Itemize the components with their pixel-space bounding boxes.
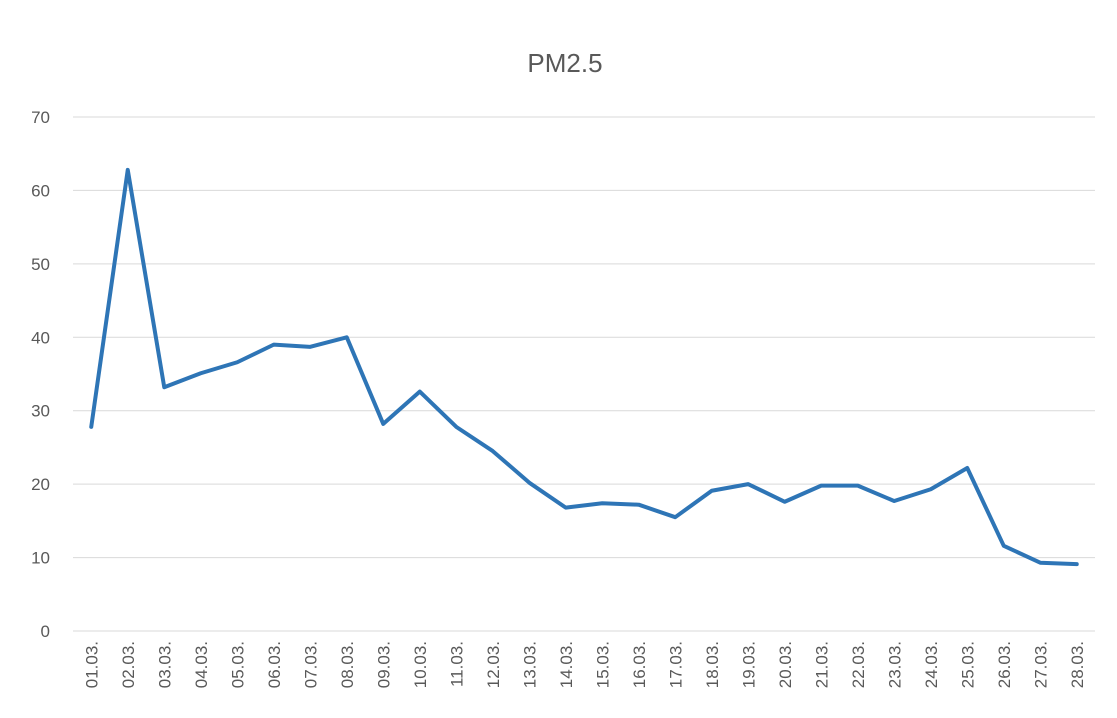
x-tick-label: 07.03. — [301, 641, 320, 688]
x-tick-label: 16.03. — [630, 641, 649, 688]
x-tick-label: 05.03. — [228, 641, 247, 688]
y-tick-label: 50 — [31, 255, 50, 274]
x-tick-label: 24.03. — [922, 641, 941, 688]
x-tick-label: 17.03. — [666, 641, 685, 688]
x-tick-label: 04.03. — [192, 641, 211, 688]
x-tick-label: 28.03. — [1068, 641, 1087, 688]
x-tick-label: 01.03. — [82, 641, 101, 688]
x-tick-label: 11.03. — [447, 641, 466, 687]
x-tick-label: 21.03. — [812, 641, 831, 688]
y-tick-label: 10 — [31, 549, 50, 568]
x-tick-label: 03.03. — [155, 641, 174, 688]
x-tick-label: 22.03. — [849, 641, 868, 688]
x-tick-label: 23.03. — [885, 641, 904, 688]
y-tick-label: 70 — [31, 108, 50, 127]
chart-title: PM2.5 — [527, 48, 602, 78]
x-tick-label: 26.03. — [995, 641, 1014, 688]
y-tick-label: 60 — [31, 181, 50, 200]
y-tick-label: 30 — [31, 402, 50, 421]
x-tick-label: 18.03. — [703, 641, 722, 688]
y-tick-label: 20 — [31, 475, 50, 494]
x-tick-label: 14.03. — [557, 641, 576, 688]
x-tick-label: 02.03. — [119, 641, 138, 688]
line-series — [89, 167, 1079, 567]
x-tick-label: 15.03. — [593, 641, 612, 688]
x-tick-label: 06.03. — [265, 641, 284, 688]
x-tick-label: 25.03. — [958, 641, 977, 688]
x-tick-label: 12.03. — [484, 641, 503, 688]
x-tick-label: 19.03. — [739, 641, 758, 688]
x-tick-label: 27.03. — [1031, 641, 1050, 688]
x-tick-label: 20.03. — [776, 641, 795, 688]
y-tick-label: 0 — [41, 622, 50, 641]
x-tick-label: 13.03. — [520, 641, 539, 688]
y-tick-label: 40 — [31, 328, 50, 347]
x-tick-label: 09.03. — [374, 641, 393, 688]
x-tick-label: 10.03. — [411, 641, 430, 688]
x-tick-label: 08.03. — [338, 641, 357, 688]
